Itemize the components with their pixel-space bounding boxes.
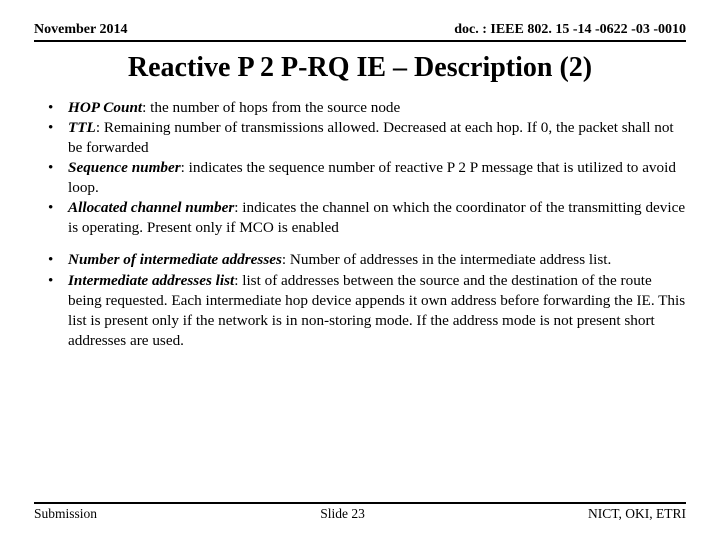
bullet-item: Number of intermediate addresses: Number… [42, 250, 686, 270]
footer-center: Slide 23 [97, 506, 588, 522]
bullet-item: Sequence number: indicates the sequence … [42, 158, 686, 198]
header-date: November 2014 [34, 22, 127, 38]
bullet-term: Number of intermediate addresses [68, 251, 282, 268]
bullet-term: Intermediate addresses list [68, 272, 234, 289]
bullet-term: Allocated channel number [68, 199, 234, 216]
slide-footer: Submission Slide 23 NICT, OKI, ETRI [34, 502, 686, 522]
slide-content: HOP Count: the number of hops from the s… [34, 98, 686, 351]
header-docid: doc. : IEEE 802. 15 -14 -0622 -03 -0010 [454, 22, 686, 38]
bullet-term: TTL [68, 119, 96, 136]
bullet-desc: : the number of hops from the source nod… [142, 99, 400, 116]
footer-left: Submission [34, 506, 97, 522]
bullet-desc: : Remaining number of transmissions allo… [68, 119, 674, 156]
bullet-term: HOP Count [68, 99, 142, 116]
footer-right: NICT, OKI, ETRI [588, 506, 686, 522]
bullet-item: HOP Count: the number of hops from the s… [42, 98, 686, 118]
bullet-group-2: Number of intermediate addresses: Number… [34, 250, 686, 350]
bullet-item: Intermediate addresses list: list of add… [42, 271, 686, 351]
slide-title: Reactive P 2 P-RQ IE – Description (2) [34, 52, 686, 84]
bullet-item: TTL: Remaining number of transmissions a… [42, 118, 686, 158]
slide-header: November 2014 doc. : IEEE 802. 15 -14 -0… [34, 22, 686, 42]
slide: November 2014 doc. : IEEE 802. 15 -14 -0… [0, 0, 720, 540]
bullet-desc: : Number of addresses in the intermediat… [282, 251, 611, 268]
group-gap [34, 238, 686, 250]
bullet-term: Sequence number [68, 159, 181, 176]
bullet-group-1: HOP Count: the number of hops from the s… [34, 98, 686, 238]
bullet-item: Allocated channel number: indicates the … [42, 198, 686, 238]
